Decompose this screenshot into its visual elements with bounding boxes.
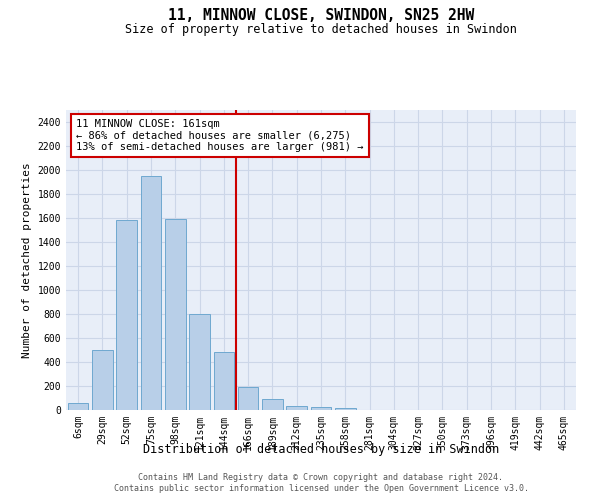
Text: Contains HM Land Registry data © Crown copyright and database right 2024.: Contains HM Land Registry data © Crown c… bbox=[139, 472, 503, 482]
Bar bbox=[335, 408, 356, 410]
Text: 11, MINNOW CLOSE, SWINDON, SN25 2HW: 11, MINNOW CLOSE, SWINDON, SN25 2HW bbox=[168, 8, 474, 22]
Bar bbox=[189, 314, 210, 410]
Bar bbox=[311, 407, 331, 410]
Text: Distribution of detached houses by size in Swindon: Distribution of detached houses by size … bbox=[143, 442, 499, 456]
Bar bbox=[116, 220, 137, 410]
Bar bbox=[214, 352, 234, 410]
Text: 11 MINNOW CLOSE: 161sqm
← 86% of detached houses are smaller (6,275)
13% of semi: 11 MINNOW CLOSE: 161sqm ← 86% of detache… bbox=[76, 119, 364, 152]
Text: Size of property relative to detached houses in Swindon: Size of property relative to detached ho… bbox=[125, 22, 517, 36]
Bar bbox=[165, 219, 185, 410]
Text: Contains public sector information licensed under the Open Government Licence v3: Contains public sector information licen… bbox=[113, 484, 529, 493]
Bar bbox=[238, 386, 259, 410]
Bar bbox=[92, 350, 113, 410]
Bar bbox=[286, 406, 307, 410]
Bar bbox=[262, 399, 283, 410]
Y-axis label: Number of detached properties: Number of detached properties bbox=[22, 162, 32, 358]
Bar bbox=[68, 403, 88, 410]
Bar bbox=[140, 176, 161, 410]
